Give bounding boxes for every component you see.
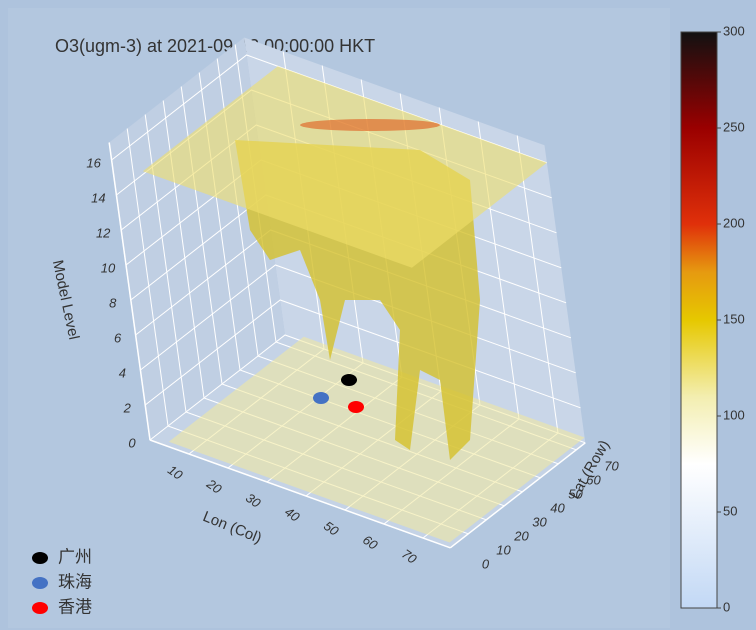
y-tick-label: 30 [532, 514, 547, 529]
y-tick-label: 40 [550, 500, 565, 515]
legend-label: 香港 [58, 597, 92, 616]
colorbar-tick-label: 300 [723, 23, 745, 38]
colorbar-tick-label: 100 [723, 407, 745, 422]
z-tick-label: 16 [86, 155, 101, 170]
z-tick-label: 2 [123, 400, 132, 415]
legend-marker [32, 552, 48, 564]
legend-label: 珠海 [58, 572, 92, 591]
legend-marker [32, 577, 48, 589]
z-tick-label: 6 [114, 330, 122, 345]
colorbar-tick-label: 200 [723, 215, 745, 230]
y-tick-label: 0 [482, 556, 490, 571]
y-tick-label: 20 [513, 528, 529, 543]
colorbar-tick-label: 150 [723, 311, 745, 326]
colorbar-tick-label: 250 [723, 119, 745, 134]
z-tick-label: 10 [101, 260, 116, 275]
y-tick-label: 10 [496, 542, 511, 557]
legend-marker [32, 602, 48, 614]
chart-title: O3(ugm-3) at 2021-09-12 00:00:00 HKT [55, 36, 375, 56]
z-tick-label: 14 [91, 190, 105, 205]
z-tick-label: 12 [96, 225, 111, 240]
chart: O3(ugm-3) at 2021-09-12 00:00:00 HKT 102… [0, 0, 756, 630]
legend-label: 广州 [58, 547, 92, 566]
z-tick-label: 4 [119, 365, 126, 380]
colorbar-tick-label: 0 [723, 599, 730, 614]
z-tick-label: 8 [109, 295, 117, 310]
city-marker [313, 392, 329, 404]
colorbar-tick-label: 50 [723, 503, 737, 518]
y-tick-label: 70 [604, 458, 619, 473]
z-tick-label: 0 [128, 435, 136, 450]
colorbar [681, 32, 717, 608]
hotspot [300, 119, 440, 131]
city-marker [341, 374, 357, 386]
city-marker [348, 401, 364, 413]
